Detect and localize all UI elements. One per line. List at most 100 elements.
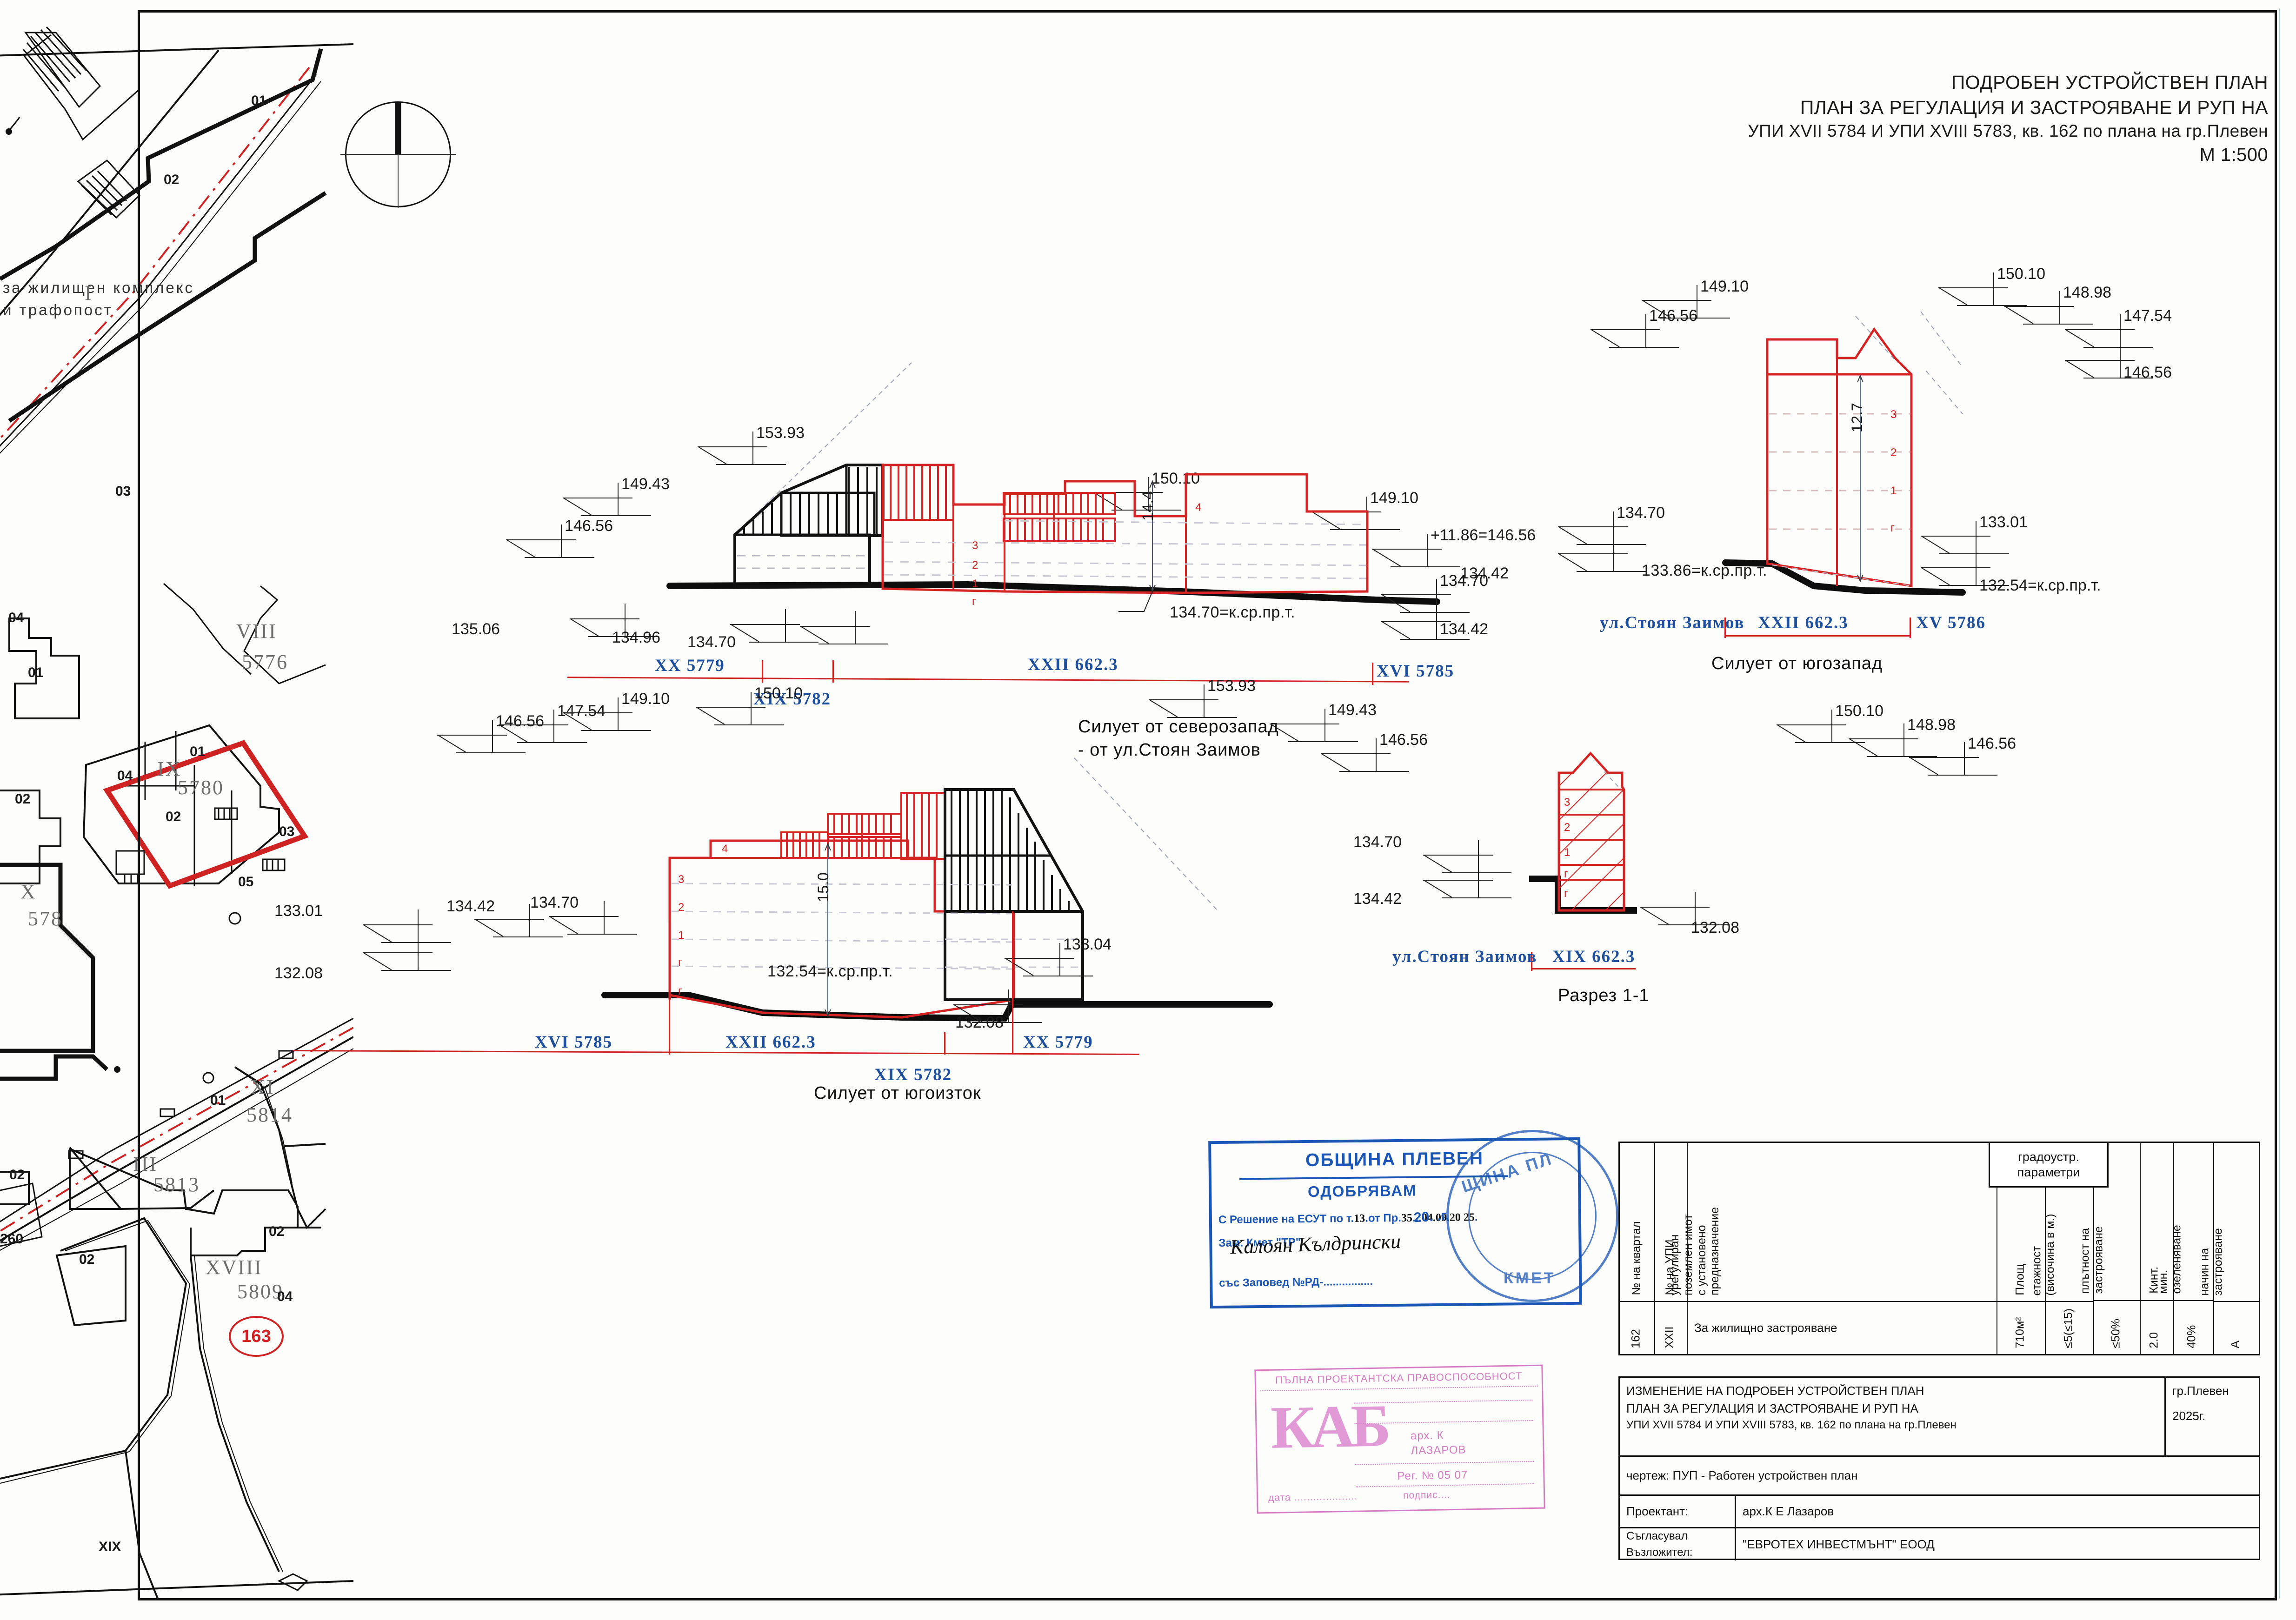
cadastre-label: VIII (236, 620, 277, 643)
level-value: 135.06 (452, 620, 500, 638)
parcel-label: XIX 5782 (874, 1065, 952, 1084)
level-value: 148.98 (1907, 716, 1956, 734)
level-value: 149.10 (1700, 278, 1749, 295)
table-cell: 2.0 (2147, 1332, 2161, 1348)
storey-label: г (678, 985, 682, 997)
cadastre-note-line2: и трафопост (3, 301, 113, 319)
level-value: 150.10 (754, 684, 803, 702)
cadastre-note-line1: за жилищен комплекс (3, 279, 195, 296)
client-label-line1: Съгласувал (1626, 1529, 1688, 1542)
storey-label: г (1564, 868, 1568, 880)
cadastre-label: 01 (190, 744, 206, 759)
parcel-label: XX 5779 (655, 656, 725, 675)
cadastre-label: 05 (238, 874, 254, 890)
level-value: 134.42 (1353, 890, 1402, 908)
parcel-label: XXII 662.3 (1028, 655, 1118, 674)
level-value: 149.43 (1328, 701, 1377, 719)
table-header-cell: етажност (височина в м.) (2030, 1213, 2057, 1295)
drawing-type: чертеж: ПУП - Работен устройствен план (1626, 1468, 1858, 1482)
drawing-frame (138, 10, 2277, 1600)
sheet-title-line2: ПЛАН ЗА РЕГУЛАЦИЯ И ЗАСТРОЯВАНЕ И РУП НА (1800, 97, 2268, 119)
cadastre-label: XVIII (206, 1256, 263, 1279)
level-value: 150.10 (1151, 470, 1200, 487)
table-group-header: градоустр. параметри (1989, 1143, 2109, 1188)
level-value: 134.42 (1440, 620, 1488, 638)
property-boundary-tick (762, 660, 763, 683)
parcel-label: ул.Стоян Заимов (1392, 947, 1537, 966)
municipality-round-seal: ЩИНА ПЛ КМЕТ (1446, 1130, 1618, 1302)
cadastre-label: 260 (0, 1231, 24, 1247)
sheet-title: ПОДРОБЕН УСТРОЙСТВЕН ПЛАН ПЛАН ЗА РЕГУЛА… (1748, 70, 2268, 167)
storey-label: 2 (678, 901, 685, 914)
cadastre-label: 02 (164, 172, 180, 187)
title-block: ИЗМЕНЕНИЕ НА ПОДРОБЕН УСТРОЙСТВЕН ПЛАН П… (1618, 1376, 2260, 1560)
level-value: 147.54 (2123, 307, 2172, 325)
city-label: гр.Плевен (2172, 1384, 2229, 1398)
cadastre-label: 04 (117, 768, 133, 783)
property-boundary-tick (1372, 663, 1373, 685)
table-cell: 710м² (2013, 1317, 2027, 1348)
level-value: 134.70 (687, 633, 736, 651)
height-dimension: 15.0 (815, 872, 832, 902)
height-dimension: 14.4 (1139, 491, 1156, 521)
designer-sign-label: подпис.... (1403, 1489, 1451, 1501)
cadastre-label: X (20, 880, 37, 903)
project-title-line1: ИЗМЕНЕНИЕ НА ПОДРОБЕН УСТРОЙСТВЕН ПЛАН (1626, 1384, 1924, 1398)
parcel-label: XVI 5785 (1377, 662, 1455, 681)
storey-label: 1 (1564, 846, 1571, 859)
cadastre-label: 5809 (237, 1280, 284, 1303)
designer-stamp-title: ПЪЛНА ПРОЕКТАНТСКА ПРАВОСПОСОБНОСТ (1275, 1370, 1523, 1386)
sheet-title-line3: УПИ XVII 5784 И УПИ XVIII 5783, кв. 162 … (1748, 121, 2268, 141)
table-cell: А (2228, 1341, 2242, 1348)
parcel-label: XXII 662.3 (1758, 613, 1849, 632)
designer-license-stamp: ПЪЛНА ПРОЕКТАНТСКА ПРАВОСПОСОБНОСТ КАБ а… (1254, 1364, 1545, 1514)
stamp-decision-no: 35 (1401, 1212, 1413, 1224)
table-cell: 40% (2185, 1325, 2198, 1348)
level-value: 134.96 (612, 629, 660, 646)
client-value: "ЕВРОТЕХ ИНВЕСТМЪНТ" ЕООД (1743, 1537, 1935, 1551)
property-boundary-tick (1724, 617, 1726, 638)
table-cell: ≤5(≤15) (2062, 1308, 2075, 1348)
north-arrow-icon (340, 101, 456, 208)
level-value: 149.10 (621, 690, 670, 708)
designer-reg-no: Рег. № 05 07 (1397, 1468, 1468, 1483)
section-1-1: 150.10 148.98 146.56 (1353, 688, 2102, 1097)
level-value: 133.01 (1979, 513, 2028, 531)
level-value: 132.08 (955, 1014, 1004, 1031)
cadastre-label: 01 (251, 93, 267, 108)
level-value: 148.98 (2063, 284, 2111, 301)
property-boundary-tick (1012, 911, 1013, 1054)
property-boundary-line (1724, 635, 1910, 637)
storey-label: г (678, 956, 682, 969)
cadastre-label: 03 (115, 484, 131, 499)
cadastre-label: 04 (277, 1289, 293, 1304)
level-value: 153.93 (756, 424, 805, 442)
cadastre-label: 5776 (242, 651, 288, 673)
terrain-level-note: 132.54=к.ср.пр.т. (767, 963, 893, 980)
storey-label: г (1890, 522, 1895, 534)
table-cell: За жилищно застрояване (1694, 1321, 1837, 1335)
elevation-southwest: 149.10 146.56 150.10 148.98 147.54 146.5… (1460, 260, 2260, 679)
cadastre-label: 5813 (153, 1173, 200, 1196)
parcel-label: ул.Стоян Заимов (1600, 613, 1745, 632)
section-caption: Разрез 1-1 (1558, 986, 1650, 1005)
level-value: 132.54=к.ср.пр.т. (1979, 577, 2101, 594)
cadastre-label: IX (157, 757, 182, 780)
level-value: 146.56 (496, 712, 544, 730)
level-value: 132.08 (1691, 919, 1739, 936)
property-boundary-tick (1531, 952, 1532, 971)
storey-label: 3 (972, 539, 978, 552)
storey-label: 2 (1564, 821, 1571, 834)
parcel-label: XIX 662.3 (1552, 947, 1636, 966)
storey-label-upper: 4 (722, 843, 728, 855)
elevation-caption-line2: - от ул.Стоян Заимов (1078, 740, 1261, 760)
designer-name-line2: ЛАЗАРОВ (1411, 1443, 1466, 1457)
cadastre-label: 02 (269, 1224, 285, 1239)
designer-name-line1: арх. К (1410, 1429, 1444, 1442)
level-value: 149.43 (621, 475, 670, 493)
terrain-level-note: 134.70=к.ср.пр.т. (1170, 604, 1296, 621)
level-value: 134.70 (1353, 833, 1402, 851)
storey-label: 1 (678, 929, 685, 942)
level-value: 150.10 (1997, 265, 2045, 283)
elevation-caption-line1: Силует от югозапад (1711, 654, 1883, 673)
